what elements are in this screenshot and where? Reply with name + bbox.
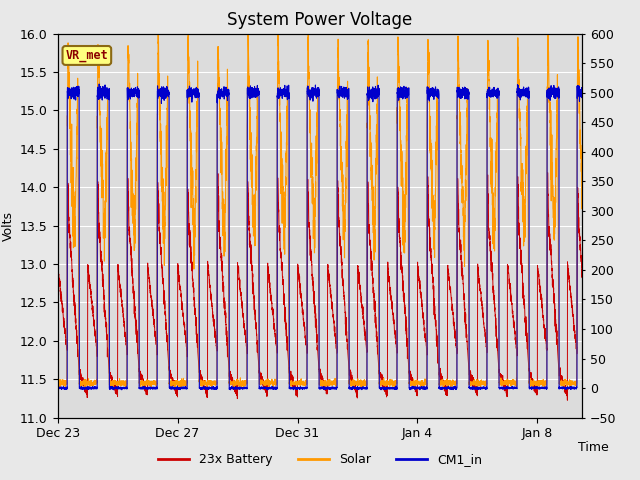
Y-axis label: Volts: Volts xyxy=(1,211,15,240)
X-axis label: Time: Time xyxy=(577,441,608,454)
Legend: 23x Battery, Solar, CM1_in: 23x Battery, Solar, CM1_in xyxy=(153,448,487,471)
Text: VR_met: VR_met xyxy=(65,49,108,62)
Title: System Power Voltage: System Power Voltage xyxy=(227,11,413,29)
